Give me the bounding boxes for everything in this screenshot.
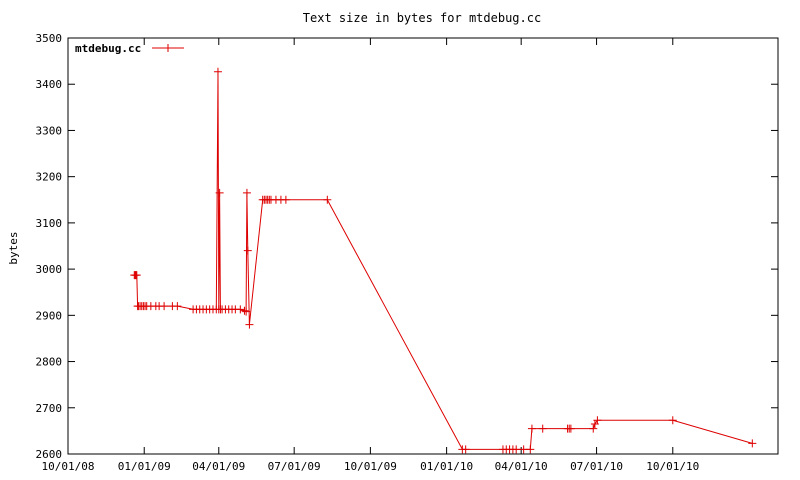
- x-tick-label: 04/01/10: [495, 460, 548, 473]
- data-point: [566, 424, 575, 433]
- x-tick-label: 04/01/09: [192, 460, 245, 473]
- data-point: [526, 445, 535, 454]
- data-point: [213, 67, 222, 76]
- x-tick-label: 07/01/09: [268, 460, 321, 473]
- data-point: [527, 424, 536, 433]
- data-point: [242, 307, 251, 316]
- x-tick-label: 10/01/09: [344, 460, 397, 473]
- legend: mtdebug.cc: [75, 42, 184, 55]
- data-point: [593, 416, 602, 425]
- data-point: [748, 439, 757, 448]
- legend-marker: [164, 44, 172, 52]
- x-tick-label: 01/01/09: [118, 460, 171, 473]
- data-point: [538, 424, 547, 433]
- data-point: [323, 195, 332, 204]
- legend-label-mtdebug: mtdebug.cc: [75, 42, 141, 55]
- data-point: [160, 302, 169, 311]
- data-point: [245, 320, 254, 329]
- data-point: [242, 188, 251, 197]
- data-point: [132, 271, 141, 280]
- y-tick-label: 3400: [36, 78, 63, 91]
- x-tick-label: 07/01/10: [570, 460, 623, 473]
- data-point: [215, 188, 224, 197]
- legend-plus-marker: [164, 44, 172, 52]
- data-point: [240, 306, 249, 315]
- data-point: [236, 305, 245, 314]
- data-point: [512, 445, 521, 454]
- plot-border: [67, 37, 779, 455]
- data-point: [243, 246, 252, 255]
- y-tick-label: 2700: [36, 402, 63, 415]
- data-point: [668, 416, 677, 425]
- series-layer: [130, 67, 757, 454]
- axes: 2600 2700 2800 2900 3000 3100 3200 3300 3400 3500…: [36, 32, 779, 473]
- series-line: [134, 71, 753, 450]
- data-point: [461, 445, 470, 454]
- x-tick-label: 10/01/10: [646, 460, 699, 473]
- y-axis-label: bytes: [7, 231, 20, 264]
- y-tick-label: 3500: [36, 32, 63, 45]
- x-tick-label: 01/01/10: [420, 460, 473, 473]
- y-tick-label: 3000: [36, 263, 63, 276]
- y-tick-label: 2800: [36, 356, 63, 369]
- y-tick-label: 2600: [36, 448, 63, 461]
- y-tick-label: 3200: [36, 171, 63, 184]
- data-point: [173, 302, 182, 311]
- data-point: [281, 195, 290, 204]
- chart-title: Text size in bytes for mtdebug.cc: [303, 11, 541, 25]
- y-tick-label: 3300: [36, 124, 63, 137]
- y-tick-label: 3100: [36, 217, 63, 230]
- data-point: [589, 424, 598, 433]
- x-tick-label: 10/01/08: [42, 460, 95, 473]
- y-tick-label: 2900: [36, 309, 63, 322]
